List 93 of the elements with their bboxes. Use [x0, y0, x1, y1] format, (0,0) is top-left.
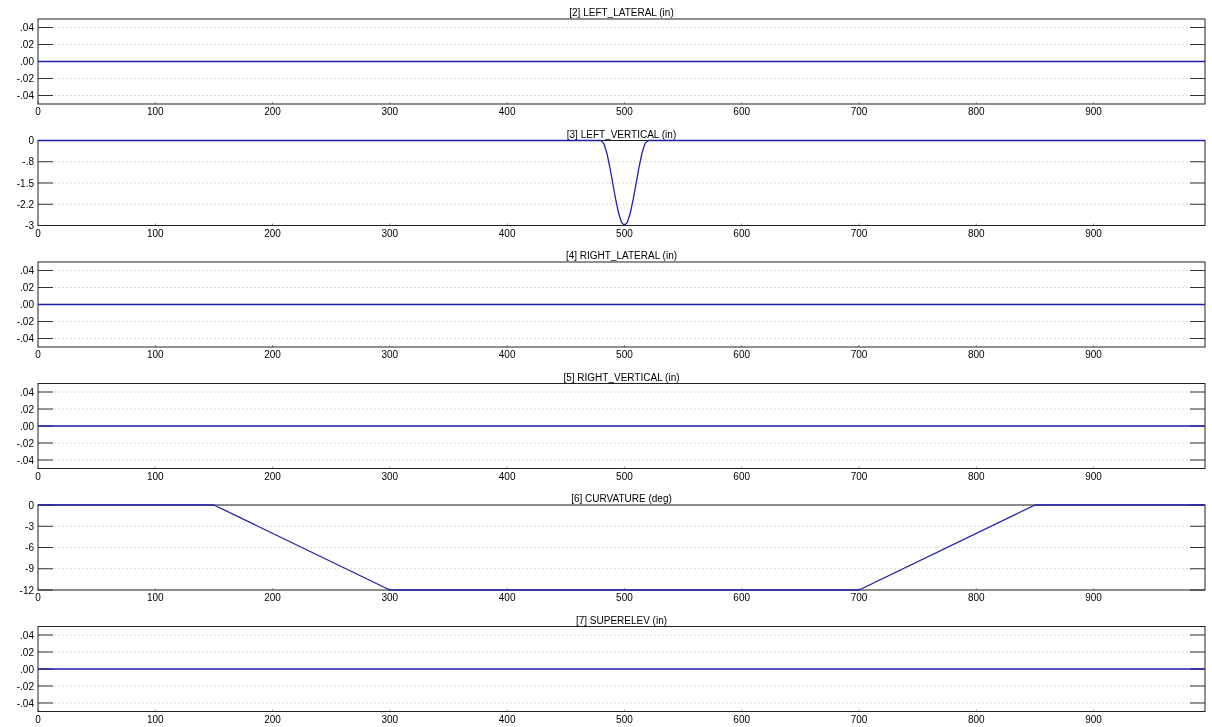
x-tick-label: 100 — [146, 349, 165, 360]
y-tick-label: -1.5 — [16, 177, 35, 189]
x-tick-label: 700 — [850, 349, 868, 360]
x-tick-label: 100 — [146, 106, 165, 117]
x-tick-label: 600 — [733, 713, 751, 725]
x-tick-label: 400 — [498, 470, 516, 482]
x-tick-label: 800 — [967, 349, 986, 360]
y-tick-label: .00 — [20, 663, 35, 675]
x-tick-label: 700 — [850, 713, 868, 725]
x-tick-label: 300 — [381, 713, 399, 725]
y-tick-label: -.04 — [16, 333, 35, 344]
x-tick-label: 200 — [264, 713, 282, 725]
y-tick-label: -9 — [25, 563, 35, 575]
y-tick-label: .02 — [20, 282, 35, 293]
x-tick-label: 800 — [967, 470, 986, 482]
x-tick-label: 900 — [1085, 470, 1103, 482]
x-tick-label: 200 — [264, 227, 282, 239]
x-tick-label: 500 — [616, 349, 634, 360]
x-tick-label: 300 — [381, 470, 399, 482]
y-tick-label: -12 — [19, 584, 35, 596]
y-tick-label: 0 — [28, 135, 35, 146]
x-tick-label: 900 — [1085, 106, 1103, 117]
x-tick-label: 300 — [381, 349, 399, 360]
x-tick-label: 800 — [967, 592, 986, 603]
x-tick-label: 100 — [146, 470, 165, 482]
x-tick-label: 700 — [850, 592, 868, 603]
y-tick-label: .00 — [20, 420, 35, 432]
y-tick-label: -3 — [25, 520, 35, 532]
x-tick-label: 600 — [733, 592, 751, 603]
x-tick-label: 300 — [381, 106, 399, 117]
y-tick-label: .04 — [20, 629, 35, 641]
x-tick-label: 500 — [616, 106, 634, 117]
x-tick-label: 100 — [146, 227, 165, 239]
y-tick-label: -6 — [25, 542, 35, 553]
x-tick-label: 500 — [616, 713, 634, 725]
x-tick-label: 900 — [1085, 713, 1103, 725]
x-tick-label: 0 — [35, 349, 42, 360]
x-tick-label: 500 — [616, 227, 634, 239]
x-tick-label: 0 — [35, 592, 42, 603]
y-tick-label: -.02 — [16, 316, 35, 327]
x-tick-label: 200 — [264, 349, 282, 360]
chart-title: [7] SUPERELEV (in) — [575, 614, 668, 626]
y-tick-label: .02 — [20, 39, 35, 50]
y-tick-label: -2.2 — [16, 198, 35, 210]
y-tick-label: -.02 — [16, 437, 35, 449]
chart-title: [5] RIGHT_VERTICAL (in) — [563, 371, 680, 383]
chart-title: [3] LEFT_VERTICAL (in) — [566, 128, 677, 140]
x-tick-label: 700 — [850, 227, 868, 239]
y-tick-label: -3 — [25, 220, 35, 231]
x-tick-label: 600 — [733, 227, 751, 239]
x-tick-label: 900 — [1085, 227, 1103, 239]
x-tick-label: 200 — [264, 470, 282, 482]
y-tick-label: -.04 — [16, 454, 35, 466]
chart-title: [2] LEFT_LATERAL (in) — [569, 7, 674, 18]
y-tick-label: .02 — [20, 403, 35, 415]
x-tick-label: 900 — [1085, 592, 1103, 603]
x-tick-label: 400 — [498, 106, 516, 117]
y-tick-label: .04 — [20, 265, 35, 276]
x-tick-label: 200 — [264, 592, 282, 603]
x-tick-label: 400 — [498, 227, 516, 239]
x-tick-label: 900 — [1085, 349, 1103, 360]
x-tick-label: 600 — [733, 349, 751, 360]
y-tick-label: -.04 — [16, 697, 35, 709]
y-tick-label: -.8 — [22, 156, 35, 168]
chart-title: [4] RIGHT_LATERAL (in) — [565, 250, 678, 261]
x-tick-label: 700 — [850, 106, 868, 117]
y-tick-label: .02 — [20, 646, 35, 658]
y-tick-label: -.02 — [16, 73, 35, 84]
x-tick-label: 800 — [967, 106, 986, 117]
x-tick-label: 200 — [264, 106, 282, 117]
x-tick-label: 400 — [498, 713, 516, 725]
x-tick-label: 300 — [381, 592, 399, 603]
x-tick-label: 100 — [146, 713, 165, 725]
x-tick-label: 400 — [498, 592, 516, 603]
y-tick-label: .00 — [20, 56, 35, 67]
chart-title: [6] CURVATURE (deg) — [571, 493, 672, 504]
x-tick-label: 400 — [498, 349, 516, 360]
y-tick-label: .00 — [20, 299, 35, 310]
y-tick-label: -.02 — [16, 680, 35, 692]
x-tick-label: 600 — [733, 106, 751, 117]
y-tick-label: .04 — [20, 22, 35, 33]
x-tick-label: 600 — [733, 470, 751, 482]
y-tick-label: 0 — [28, 499, 35, 511]
x-tick-label: 800 — [967, 227, 986, 239]
x-tick-label: 500 — [616, 592, 634, 603]
y-tick-label: -.04 — [16, 90, 35, 101]
x-tick-label: 300 — [381, 227, 399, 239]
x-tick-label: 500 — [616, 470, 634, 482]
x-tick-label: 100 — [146, 592, 165, 603]
x-tick-label: 800 — [967, 713, 986, 725]
y-tick-label: .04 — [20, 386, 35, 398]
x-tick-label: 0 — [35, 106, 42, 117]
x-tick-label: 700 — [850, 470, 868, 482]
